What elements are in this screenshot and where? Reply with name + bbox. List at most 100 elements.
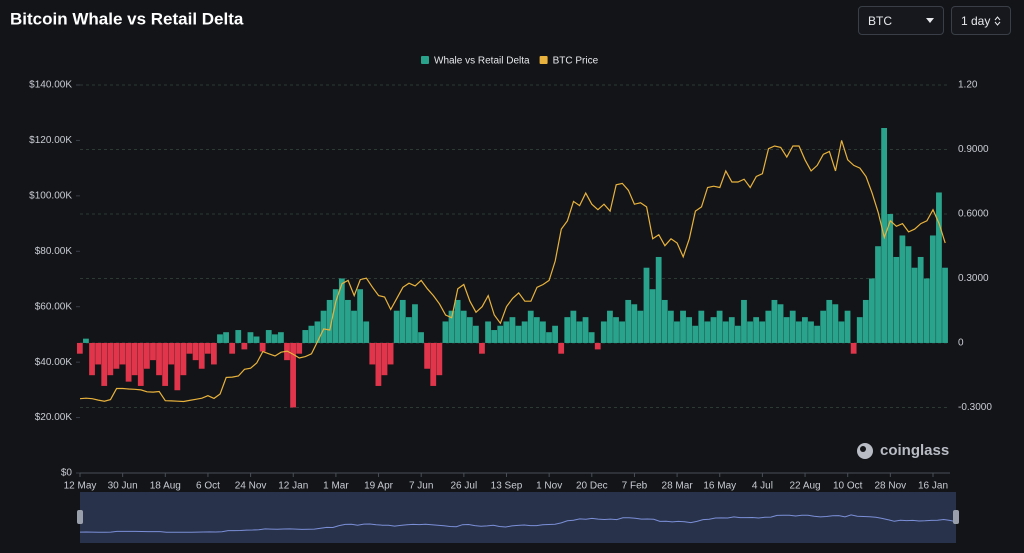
delta-bar xyxy=(631,304,638,343)
x-tick-label: 16 Jan xyxy=(918,481,948,492)
delta-bar xyxy=(777,304,784,343)
delta-bar xyxy=(540,321,546,343)
delta-bar xyxy=(546,332,552,343)
delta-bar xyxy=(808,321,814,343)
delta-bar xyxy=(509,317,516,343)
delta-bar xyxy=(564,317,571,343)
delta-bar xyxy=(387,342,394,365)
delta-bar xyxy=(460,310,467,343)
delta-bar xyxy=(454,299,461,343)
delta-bar xyxy=(271,334,278,343)
delta-bar xyxy=(820,310,827,343)
delta-bar xyxy=(375,342,382,386)
delta-bar xyxy=(887,213,894,343)
sort-icon xyxy=(994,15,1001,26)
y-tick-label: $20.00K xyxy=(35,412,73,423)
delta-bar xyxy=(186,342,193,354)
navigator-handle[interactable] xyxy=(953,510,959,524)
delta-bar xyxy=(552,325,558,343)
delta-bar xyxy=(424,342,431,369)
delta-bar xyxy=(862,299,869,343)
delta-bar xyxy=(101,342,108,386)
y-tick-label: $100.00K xyxy=(29,190,72,201)
x-tick-label: 28 Nov xyxy=(875,481,907,492)
delta-bar xyxy=(357,289,364,343)
delta-bar xyxy=(296,342,303,354)
delta-bar xyxy=(503,321,510,343)
delta-bar xyxy=(936,192,942,343)
delta-bar xyxy=(869,278,875,343)
delta-bar xyxy=(722,321,729,343)
delta-bar xyxy=(643,267,650,343)
interval-select[interactable]: 1 day xyxy=(951,6,1011,35)
delta-bar xyxy=(247,332,254,343)
y2-tick-label: -0.3000 xyxy=(958,402,992,413)
legend-label: Whale vs Retail Delta xyxy=(434,56,530,67)
delta-bar xyxy=(241,342,248,350)
delta-bar xyxy=(923,278,930,343)
delta-bar xyxy=(802,317,808,343)
delta-bar xyxy=(302,330,309,343)
interval-value: 1 day xyxy=(961,13,991,28)
delta-bar xyxy=(430,342,437,386)
delta-bar xyxy=(613,317,619,343)
delta-bar xyxy=(753,317,760,343)
delta-bar xyxy=(198,342,205,369)
x-tick-label: 19 Apr xyxy=(364,481,394,492)
navigator xyxy=(80,492,956,543)
delta-bar xyxy=(521,321,528,343)
delta-bar xyxy=(741,299,747,343)
delta-bar xyxy=(320,310,327,343)
delta-bar xyxy=(229,342,236,354)
watermark: coinglass xyxy=(880,442,949,459)
x-tick-label: 24 Nov xyxy=(235,481,267,492)
delta-bar xyxy=(107,342,114,376)
delta-bar xyxy=(570,310,577,343)
delta-bar xyxy=(314,321,321,343)
delta-bar xyxy=(436,342,443,376)
x-tick-label: 4 Jul xyxy=(752,481,773,492)
y2-tick-label: 0 xyxy=(958,338,964,349)
delta-bar xyxy=(893,256,900,343)
delta-bar xyxy=(698,310,705,343)
y-tick-label: $40.00K xyxy=(35,357,73,368)
symbol-value: BTC xyxy=(868,13,892,28)
delta-bar xyxy=(856,317,863,343)
y-tick-label: $80.00K xyxy=(35,246,73,257)
delta-bar xyxy=(905,246,912,343)
symbol-select[interactable]: BTC xyxy=(858,6,944,35)
delta-bar xyxy=(826,299,833,343)
x-tick-label: 10 Oct xyxy=(833,481,863,492)
x-tick-label: 7 Jun xyxy=(409,481,433,492)
navigator-handle[interactable] xyxy=(77,510,83,524)
delta-bar xyxy=(442,321,449,343)
delta-bar xyxy=(692,325,699,343)
legend-swatch xyxy=(539,56,548,64)
delta-bar xyxy=(594,342,601,350)
legend-label: BTC Price xyxy=(553,56,599,67)
delta-bar xyxy=(265,330,272,343)
delta-bar xyxy=(588,332,595,343)
delta-bar xyxy=(479,342,485,354)
delta-bar xyxy=(850,342,857,354)
delta-bar xyxy=(95,342,102,365)
delta-bar xyxy=(345,299,351,343)
delta-bar xyxy=(844,310,851,343)
delta-bar xyxy=(83,338,89,343)
price-line xyxy=(79,140,946,403)
delta-bar xyxy=(582,317,589,343)
delta-bar xyxy=(180,342,187,376)
delta-bar xyxy=(119,342,126,365)
delta-bar xyxy=(369,342,376,365)
delta-bar xyxy=(655,256,662,343)
delta-bar xyxy=(795,321,802,343)
delta-bar xyxy=(625,299,632,343)
delta-bar xyxy=(680,310,686,343)
delta-bar xyxy=(393,310,400,343)
delta-bar xyxy=(783,317,790,343)
delta-bar xyxy=(838,321,845,343)
x-tick-label: 28 Mar xyxy=(662,481,694,492)
dropdown-icon xyxy=(926,18,934,23)
delta-bar xyxy=(381,342,388,376)
